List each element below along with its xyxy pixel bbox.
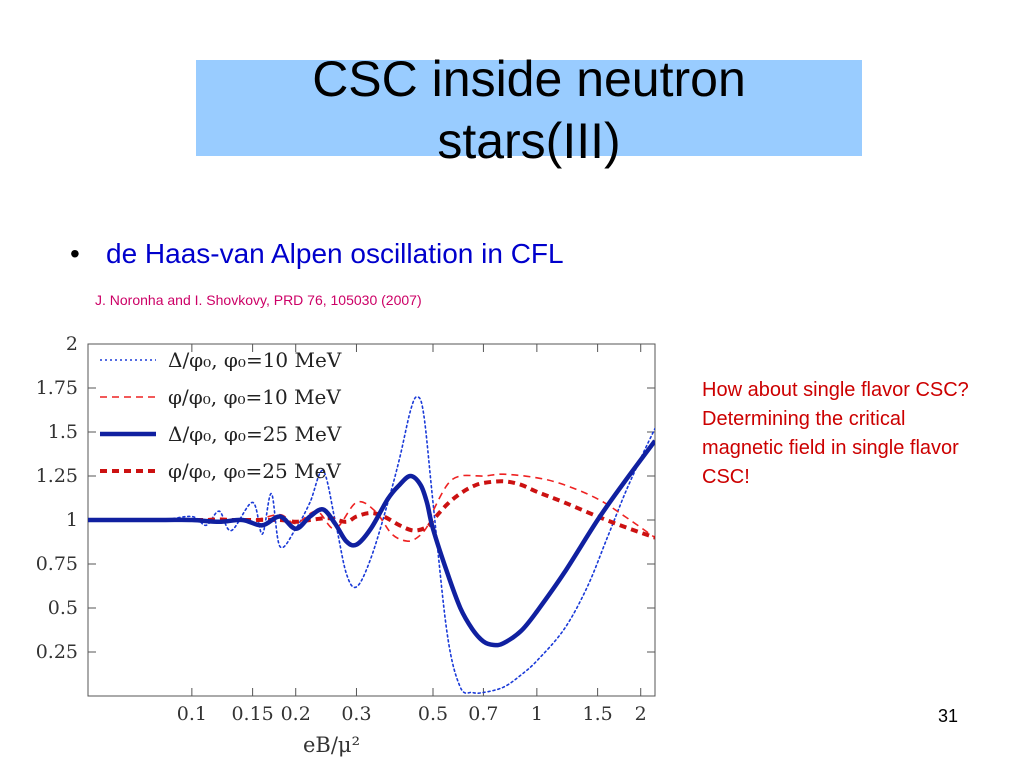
bullet-dot-icon: • [70,238,80,269]
side-note: How about single flavor CSC? Determining… [702,379,969,488]
x-tick-label: 0.5 [418,703,448,725]
y-tick-label: 1.5 [48,421,78,443]
slide-number: 31 [938,706,959,726]
x-tick-label: 2 [635,703,647,725]
legend-label-2: φ/φ₀, φ₀=10 MeV [168,385,341,409]
x-tick-label: 0.3 [341,703,371,725]
plot-figure: 0.25 0.5 0.75 1 1.25 1.5 1.75 2 0.1 0.15 0.2 0.3 0.5… [0,330,680,768]
x-tick-label: 0.7 [468,703,498,725]
y-tick-label: 1 [66,509,78,531]
series-line-4 [88,479,655,540]
citation: J. Noronha and I. Shovkovy, PRD 76, 1050… [95,292,422,308]
y-tick-label: 1.75 [36,377,78,399]
legend-label-4: φ/φ₀, φ₀=25 MeV [168,459,341,483]
title-band [196,60,862,156]
plot-svg: 0.25 0.5 0.75 1 1.25 1.5 1.75 2 0.1 0.15 0.2 0.3 0.5… [36,333,656,757]
y-tick-label: 1.25 [36,465,78,487]
legend-label-1: Δ/φ₀, φ₀=10 MeV [168,348,342,372]
y-tick-label: 0.75 [36,553,78,575]
y-tick-label: 0.25 [36,641,78,663]
y-tick-label: 2 [66,333,78,355]
legend-label-3: Δ/φ₀, φ₀=25 MeV [168,422,342,446]
y-tick-label: 0.5 [48,597,78,619]
bullet-item: • de Haas-van Alpen oscillation in CFL [70,238,564,270]
x-tick-label: 0.15 [231,703,273,725]
x-axis-label: eB/μ² [303,733,360,757]
slide-title: CSC inside neutron stars(III) [196,48,862,172]
x-tick-label: 1.5 [583,703,613,725]
series-line-1 [88,395,655,694]
bullet-text: de Haas-van Alpen oscillation in CFL [106,238,564,269]
series-line-2 [88,473,655,543]
slide-title-line-2: stars(III) [437,113,621,169]
series-line-3 [88,439,655,648]
slide-title-line-1: CSC inside neutron [312,51,746,107]
x-tick-label: 1 [531,703,543,725]
x-tick-label: 0.1 [177,703,207,725]
x-tick-label: 0.2 [281,703,311,725]
